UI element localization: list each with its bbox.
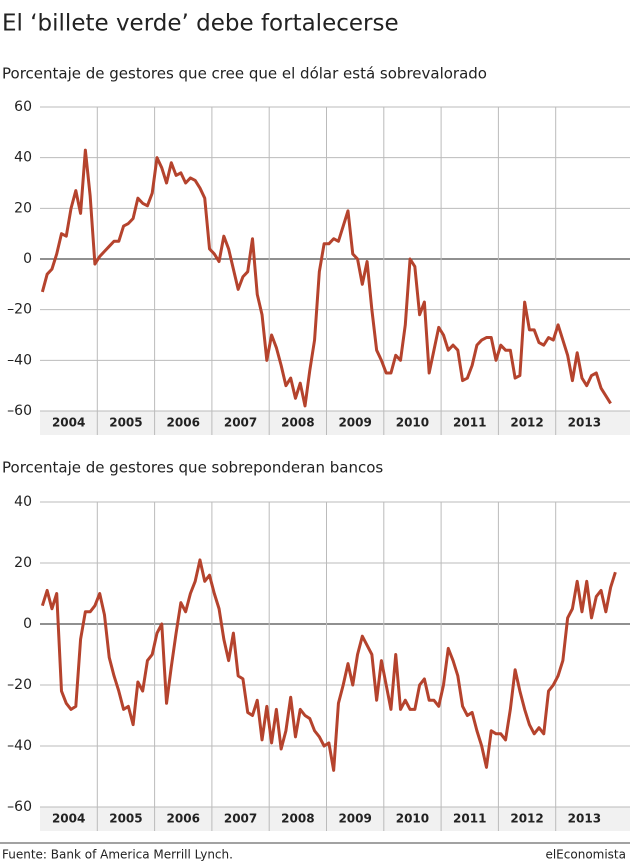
x-tick-label: 2009 [338,812,371,826]
y-tick-label: –40 [7,738,32,754]
x-tick-label: 2007 [224,416,257,430]
y-tick-label: 40 [14,150,32,166]
source: Fuente: Bank of America Merrill Lynch. [2,848,233,862]
x-tick-label: 2012 [510,812,543,826]
data-line [40,558,617,772]
y-tick-label: 60 [14,99,32,115]
chart-subtitle: Porcentaje de gestores que cree que el d… [2,65,487,83]
x-tick-label: 2010 [396,416,429,430]
y-tick-label: –40 [7,352,32,368]
y-tick-label: –60 [7,403,32,419]
brand: elEconomista [545,848,626,862]
x-label-band [40,411,630,435]
x-tick-label: 2006 [167,812,200,826]
x-label-band [40,807,630,831]
x-tick-label: 2005 [109,416,142,430]
y-tick-label: 20 [14,200,32,216]
x-tick-label: 2008 [281,812,314,826]
x-tick-label: 2004 [52,416,85,430]
x-tick-label: 2013 [568,416,601,430]
x-tick-label: 2006 [167,416,200,430]
x-tick-label: 2008 [281,416,314,430]
y-tick-label: –20 [7,677,32,693]
x-tick-label: 2013 [568,812,601,826]
y-tick-label: 0 [23,616,32,632]
y-tick-label: 20 [14,555,32,571]
x-tick-label: 2004 [52,812,85,826]
x-tick-label: 2011 [453,812,486,826]
y-tick-label: 40 [14,494,32,510]
x-tick-label: 2010 [396,812,429,826]
y-tick-label: –20 [7,302,32,318]
x-tick-label: 2012 [510,416,543,430]
y-tick-label: 0 [23,251,32,267]
x-tick-label: 2009 [338,416,371,430]
page-title: El ‘billete verde’ debe fortalecerse [2,11,399,37]
data-line [40,148,612,408]
x-tick-label: 2011 [453,416,486,430]
x-tick-label: 2005 [109,812,142,826]
y-tick-label: –60 [7,799,32,815]
x-tick-label: 2007 [224,812,257,826]
chart-subtitle: Porcentaje de gestores que sobreponderan… [2,459,383,477]
